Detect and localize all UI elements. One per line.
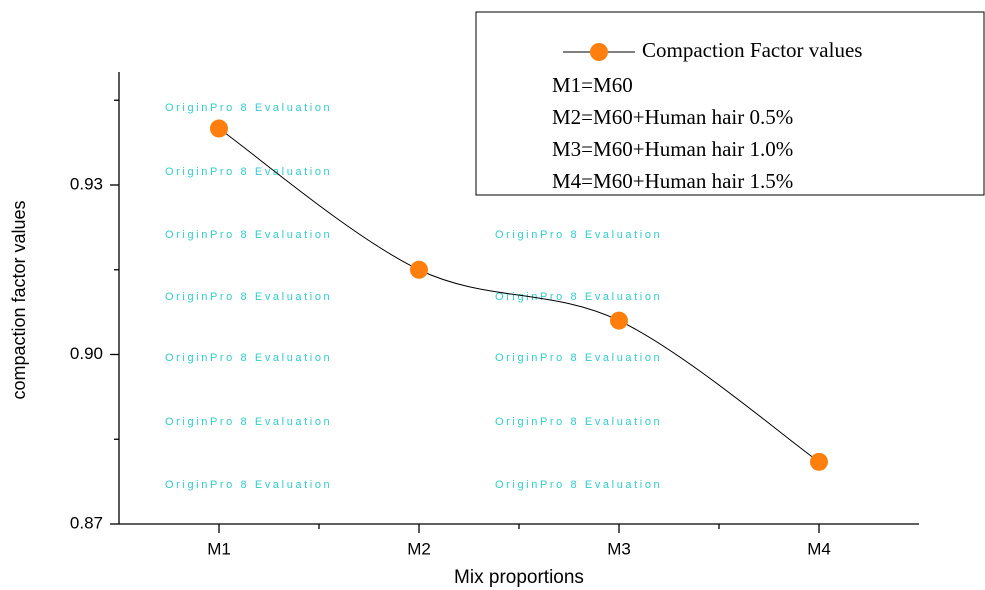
legend-note: M1=M60 [552,73,633,97]
watermark: OriginPro 8 Evaluation [495,416,662,428]
x-axis-label: Mix proportions [454,567,584,588]
legend-note: M3=M60+Human hair 1.0% [552,137,793,161]
watermark: OriginPro 8 Evaluation [165,166,332,178]
legend-marker [590,43,608,61]
watermark: OriginPro 8 Evaluation [165,102,332,114]
x-tick-label: M3 [607,539,631,558]
data-point [210,120,228,138]
watermark: OriginPro 8 Evaluation [495,229,662,241]
legend-label: Compaction Factor values [642,38,862,62]
watermark: OriginPro 8 Evaluation [165,352,332,364]
watermark: OriginPro 8 Evaluation [165,291,332,303]
y-tick-label: 0.90 [70,344,103,363]
data-point [410,261,428,279]
data-point [610,312,628,330]
x-tick-label: M2 [407,539,431,558]
data-point [810,453,828,471]
watermark: OriginPro 8 Evaluation [495,291,662,303]
watermark: OriginPro 8 Evaluation [165,479,332,491]
watermark: OriginPro 8 Evaluation [495,479,662,491]
watermark: OriginPro 8 Evaluation [165,416,332,428]
chart: Mix proportions compaction factor values… [0,0,985,590]
x-tick-label: M4 [807,539,831,558]
x-tick-label: M1 [207,539,231,558]
y-axis-label: compaction factor values [9,200,29,399]
y-tick-label: 0.93 [70,174,103,193]
legend-note: M2=M60+Human hair 0.5% [552,105,793,129]
y-tick-label: 0.87 [70,513,103,532]
legend-note: M4=M60+Human hair 1.5% [552,169,793,193]
watermark: OriginPro 8 Evaluation [165,229,332,241]
watermark: OriginPro 8 Evaluation [495,352,662,364]
